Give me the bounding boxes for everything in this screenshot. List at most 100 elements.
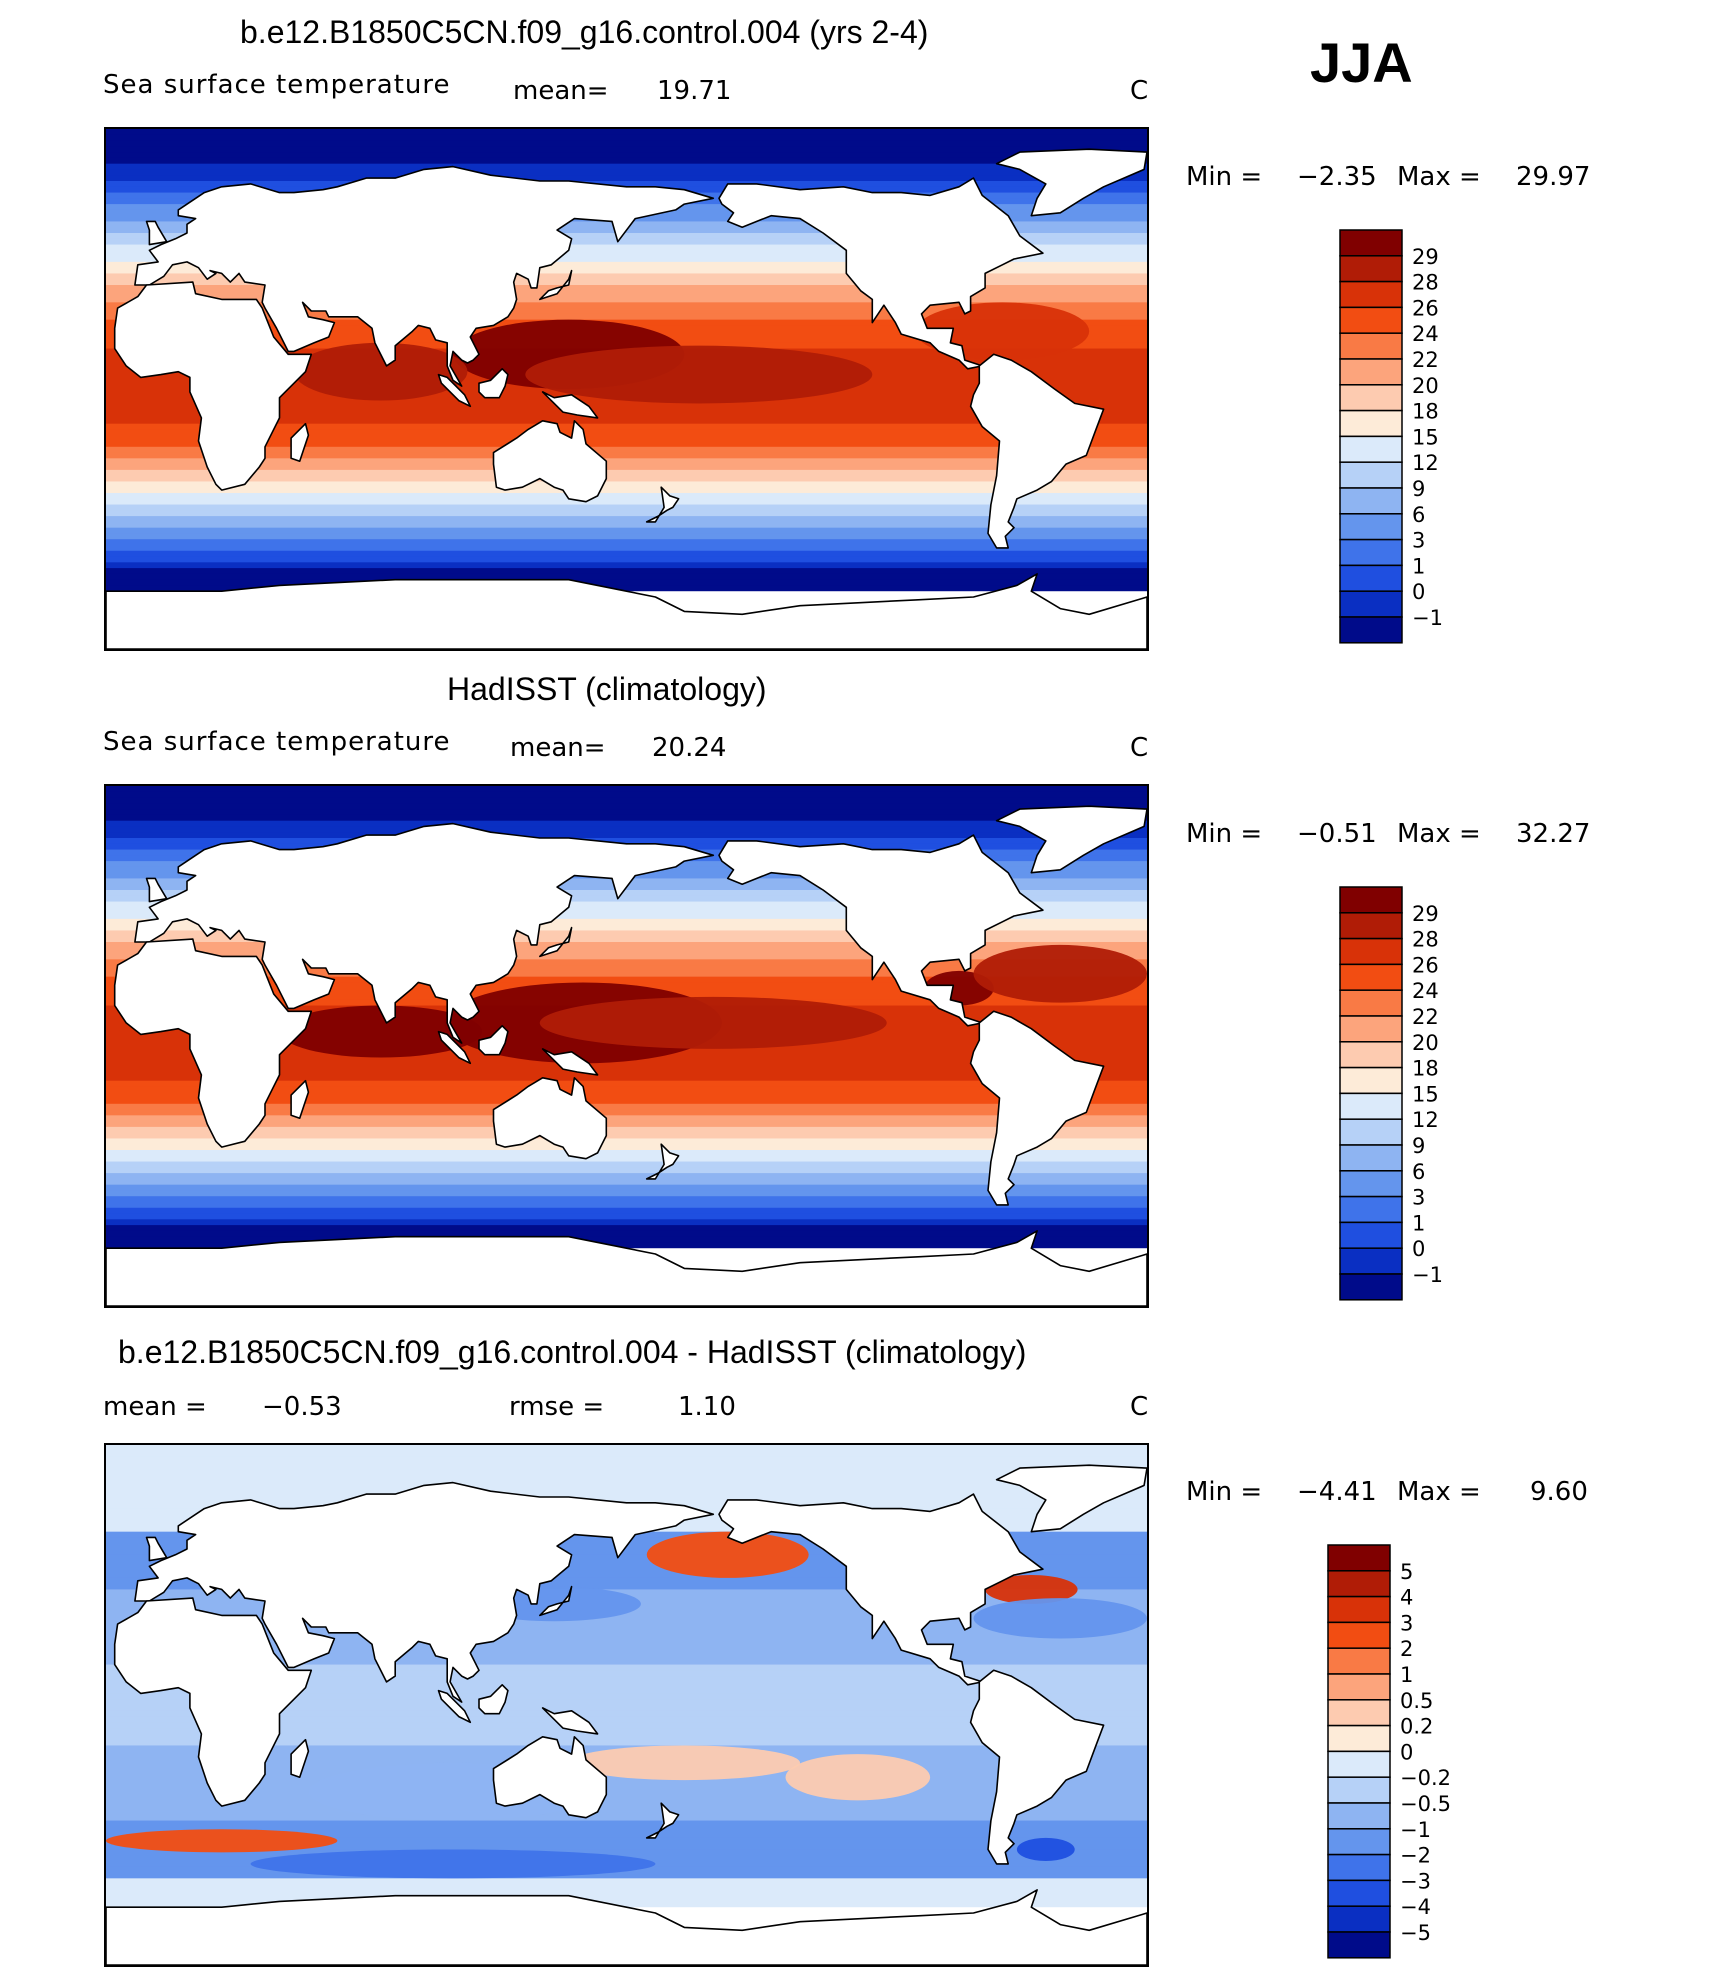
field-band [106,1098,1147,1105]
field-band [106,1872,1147,1879]
field-band [106,1242,1147,1249]
panel-1-max-label: Max = [1397,162,1481,192]
field-band [106,1612,1147,1619]
field-band [106,429,1147,436]
field-band [106,1080,1147,1088]
field-band [106,1572,1147,1579]
colorbar-box [1327,1621,1391,1649]
colorbar-level-label: 0 [1412,1237,1425,1261]
colorbar-box [1339,989,1403,1017]
coastline-europeAsia [134,165,715,387]
panel-1-min-label: Min = [1186,162,1263,192]
field-band [106,913,1147,920]
colorbar-level-label: 9 [1412,1134,1425,1158]
field-band [106,1878,1147,1885]
field-band [106,1843,1147,1851]
colorbar-level-label: 1 [1400,1663,1413,1687]
field-band [106,510,1147,517]
colorbar-level-label: −1 [1412,606,1443,630]
field-band [106,1479,1147,1487]
field-band [106,423,1147,431]
field-band [106,562,1147,569]
field-band [106,533,1147,540]
field-band [106,1676,1147,1683]
colorbar-box [1327,1673,1391,1701]
panel-2-min-label: Min = [1186,819,1263,849]
colorbar-box [1327,1647,1391,1675]
coastline-europeAsia [134,1481,715,1703]
colorbar-level-label: −1 [1400,1818,1431,1842]
field-band [106,895,1147,903]
colorbar-box [1339,358,1403,386]
colorbar-level-label: 29 [1412,902,1439,926]
field-band [106,1710,1147,1718]
field-band [106,814,1147,822]
field-band [106,1456,1147,1463]
colorbar-box [1339,1015,1403,1043]
colorbar-box [1339,1144,1403,1172]
field-band [106,1063,1147,1070]
field-band [106,267,1147,275]
field-band [106,1693,1147,1700]
colorbar-level-label: 22 [1412,1005,1439,1029]
coastline-newZealand [645,486,680,523]
colorbar-box [1339,538,1403,567]
field-band [106,319,1147,327]
field-band [106,1236,1147,1244]
field-band [106,181,1147,188]
field-band [106,959,1147,966]
field-band [106,516,1147,523]
field-band [106,965,1147,972]
colorbar-level-label: 28 [1412,271,1439,295]
panel-1-mean-label: mean= [513,76,609,106]
field-band [106,936,1147,943]
panel-2-title: HadISST (climatology) [447,671,767,707]
field-band [106,1901,1147,1908]
field-band [106,797,1147,804]
colorbar-box [1327,1853,1391,1882]
colorbar-box [1339,255,1403,283]
panel-2-sst-field [106,786,1147,1306]
field-band [106,487,1147,494]
field-band [106,1219,1147,1226]
coastline-southAmerica [969,1669,1105,1865]
colorbar-box [1339,229,1403,257]
panel-3-mean-label: mean = [103,1392,207,1422]
colorbar-box [1327,1802,1391,1830]
panel-2-max-value: 32.27 [1516,819,1591,849]
field-band [106,452,1147,459]
field-band [106,924,1147,932]
coastline-europeAsia [134,822,715,1044]
field-band [106,273,1147,280]
panel-3-max-value: 9.60 [1530,1477,1588,1507]
field-band [106,1832,1147,1839]
field-band [106,285,1147,292]
field-band [106,1629,1147,1637]
field-band [106,1728,1147,1735]
field-band [106,1716,1147,1723]
field-band [106,1699,1147,1706]
field-band [106,1121,1147,1128]
coastline-sumatra [437,1030,472,1065]
panel-3-difference-field [106,1445,1147,1965]
colorbar-box [1339,564,1403,592]
field-band [106,134,1147,142]
field-band [106,550,1147,558]
field-anomaly [973,1598,1147,1639]
coastline-madagascar [290,1738,310,1779]
field-anomaly [568,1745,800,1781]
colorbar-level-label: 28 [1412,928,1439,952]
panel-2-colorbar: 29 28 26 24 22 20 18 15 12 9 6 3 1 0 −1 [1338,885,1488,1302]
field-band [106,308,1147,315]
colorbar-box [1339,306,1403,334]
field-band [106,820,1147,828]
field-band [106,1196,1147,1203]
colorbar-box [1327,1828,1391,1856]
colorbar-box [1327,1570,1391,1598]
colorbar-level-label: 0 [1412,580,1425,604]
field-band [106,1549,1147,1556]
colorbar-level-label: 12 [1412,451,1439,475]
coastline-japan [538,269,573,301]
field-anomaly [279,1005,482,1058]
colorbar-box [1327,1905,1391,1933]
